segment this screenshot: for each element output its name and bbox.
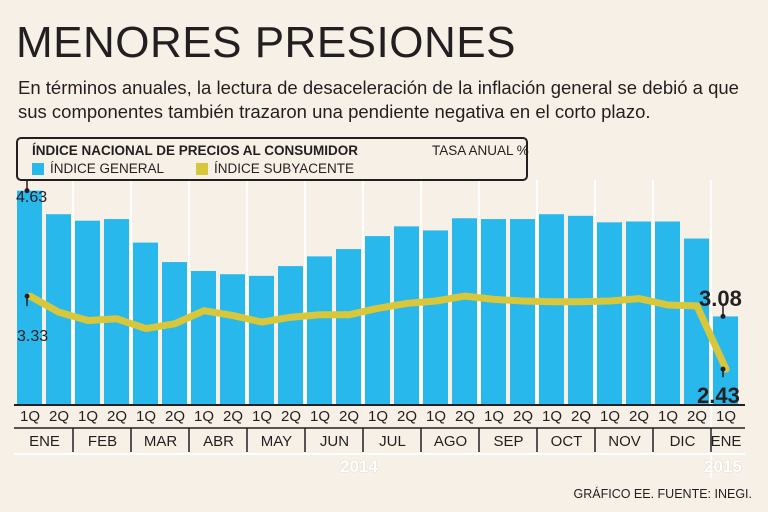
annotation-label: 3.33 xyxy=(17,328,48,345)
page-title: MENORES PRESIONES xyxy=(16,18,516,67)
month-label: MAY xyxy=(261,433,292,450)
year-label-2014: 2014 xyxy=(340,457,378,476)
month-label: JUL xyxy=(379,433,406,450)
annotation-label: 3.08 xyxy=(699,286,742,311)
bar xyxy=(307,256,332,404)
tick-label: 2Q xyxy=(165,408,185,425)
annotations: 4.63 3.33 3.08 2.43 xyxy=(16,178,742,408)
tick-label: 1Q xyxy=(136,408,156,425)
legend: ÍNDICE NACIONAL DE PRECIOS AL CONSUMIDOR… xyxy=(16,137,529,181)
bar xyxy=(539,214,564,404)
month-label: ABR xyxy=(203,433,234,450)
month-label: OCT xyxy=(551,433,583,450)
year-label-2015: 2015 xyxy=(704,457,742,476)
month-label: ENE xyxy=(29,433,60,450)
month-label: AGO xyxy=(434,433,467,450)
month-label: ENE xyxy=(711,433,742,450)
annotation-label: 4.63 xyxy=(16,189,47,206)
legend-item-subyacente: ÍNDICE SUBYACENTE xyxy=(196,161,354,176)
x-axis: 1Q 2Q 1Q 2Q 1Q 2Q 1Q 2Q 1Q 2Q 1Q 2Q 1Q 2Q 1Q 2Q 1Q 2Q 1Q 2Q… xyxy=(14,404,745,455)
tick-label: 2Q xyxy=(455,408,475,425)
legend-label-general: ÍNDICE GENERAL xyxy=(50,161,165,176)
tick-label: 1Q xyxy=(78,408,98,425)
legend-swatch-subyacente xyxy=(196,162,208,175)
annotation-label: 2.43 xyxy=(697,383,740,408)
tick-label: 2Q xyxy=(49,408,69,425)
tick-label: 1Q xyxy=(368,408,388,425)
bar xyxy=(336,249,361,404)
bar xyxy=(365,236,390,404)
month-label: SEP xyxy=(493,433,523,450)
bar xyxy=(510,219,535,404)
bar xyxy=(423,230,448,404)
source-note: GRÁFICO EE. FUENTE: INEGI. xyxy=(573,487,753,501)
month-label: FEB xyxy=(88,433,117,450)
tick-label: 1Q xyxy=(716,408,736,425)
bar xyxy=(75,220,100,404)
bar xyxy=(452,218,477,404)
legend-swatch-general xyxy=(32,162,44,175)
tick-label: 1Q xyxy=(658,408,678,425)
tick-label: 1Q xyxy=(310,408,330,425)
month-label: JUN xyxy=(320,433,349,450)
bar xyxy=(626,221,651,404)
tick-label: 2Q xyxy=(687,408,707,425)
legend-item-general: ÍNDICE GENERAL xyxy=(32,161,164,176)
month-label: DIC xyxy=(670,433,696,450)
tick-label: 2Q xyxy=(223,408,243,425)
line-series-subyacente xyxy=(26,292,730,373)
tick-label: 1Q xyxy=(426,408,446,425)
month-label: MAR xyxy=(144,433,178,450)
bar xyxy=(249,275,274,404)
legend-unit: TASA ANUAL % xyxy=(432,143,529,158)
line-subyacente xyxy=(26,292,730,373)
legend-label-subyacente: ÍNDICE SUBYACENTE xyxy=(214,161,355,176)
page-subtitle: En términos anuales, la lectura de desac… xyxy=(18,77,739,122)
bar xyxy=(220,274,245,404)
bar xyxy=(162,262,187,404)
tick-label: 2Q xyxy=(107,408,127,425)
tick-label: 2Q xyxy=(281,408,301,425)
bar xyxy=(597,222,622,404)
bar xyxy=(394,226,419,404)
tick-label: 1Q xyxy=(542,408,562,425)
bar xyxy=(104,219,129,404)
bar xyxy=(568,215,593,404)
bar xyxy=(481,219,506,404)
tick-label: 1Q xyxy=(252,408,272,425)
tick-label: 1Q xyxy=(600,408,620,425)
annotation-dot xyxy=(24,188,30,194)
month-label: NOV xyxy=(608,433,641,450)
tick-label: 2Q xyxy=(571,408,591,425)
tick-label: 2Q xyxy=(339,408,359,425)
tick-label: 2Q xyxy=(629,408,649,425)
legend-title: ÍNDICE NACIONAL DE PRECIOS AL CONSUMIDOR xyxy=(32,143,359,158)
tick-label: 1Q xyxy=(20,408,40,425)
tick-label: 1Q xyxy=(484,408,504,425)
grid-lines xyxy=(72,180,712,478)
tick-label: 2Q xyxy=(397,408,417,425)
bar xyxy=(655,221,680,404)
tick-label: 2Q xyxy=(513,408,533,425)
tick-label: 1Q xyxy=(194,408,214,425)
bar xyxy=(191,270,216,404)
bar xyxy=(278,266,303,404)
